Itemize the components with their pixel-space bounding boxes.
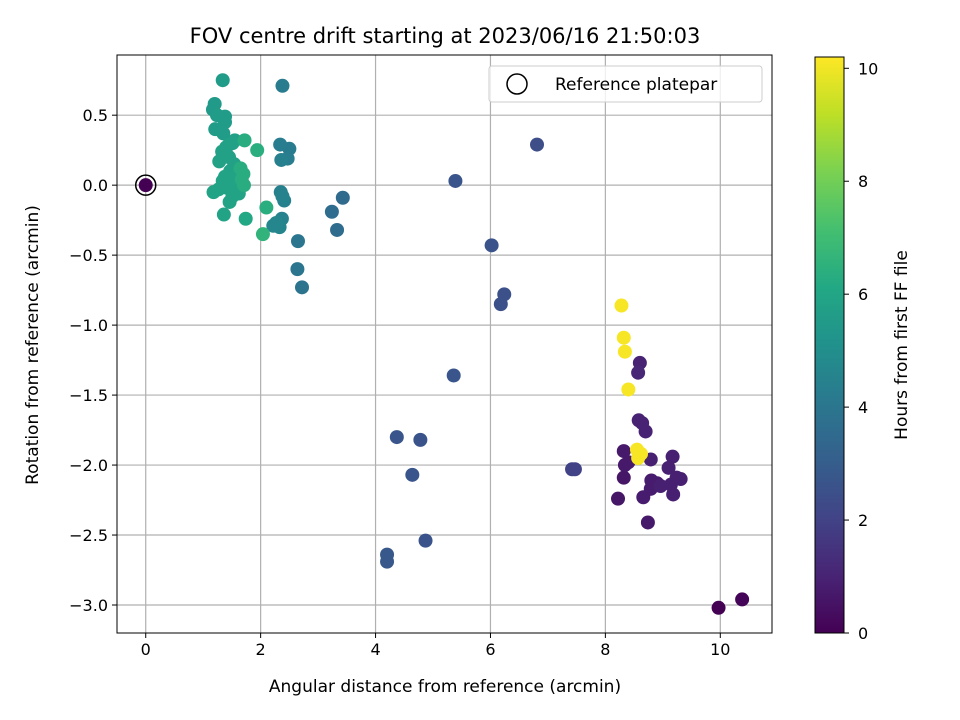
data-point — [269, 215, 284, 230]
data-point — [634, 446, 648, 461]
colorbar-tick-label: 2 — [858, 511, 868, 530]
data-point — [274, 152, 289, 167]
data-point — [665, 449, 680, 464]
legend-marker-reference — [506, 73, 528, 95]
x-tick-label: 10 — [710, 640, 730, 659]
legend-box — [488, 65, 763, 103]
data-point — [405, 467, 420, 482]
data-point — [530, 137, 545, 152]
plot-area — [117, 55, 772, 633]
colorbar-tick-label: 0 — [858, 624, 868, 643]
colorbar-tick-label: 10 — [858, 59, 878, 78]
data-point — [638, 424, 653, 439]
colorbar-ticks: 0 2 4 6 8 10 — [844, 59, 878, 643]
x-tick-label: 4 — [370, 640, 380, 659]
legend-label-reference: Reference platepar — [555, 75, 717, 95]
plot-frame — [116, 54, 773, 634]
data-point — [616, 444, 631, 459]
data-point — [484, 238, 499, 253]
data-point — [275, 189, 290, 204]
data-point — [616, 330, 631, 345]
data-point — [222, 194, 237, 209]
reference-platepar-marker — [134, 174, 157, 196]
data-point-reference-time — [138, 178, 153, 193]
data-point — [448, 173, 463, 188]
data-point — [380, 554, 395, 569]
data-point — [216, 207, 231, 222]
data-point — [206, 185, 221, 200]
colorbar-tick-label: 8 — [858, 172, 868, 191]
data-point — [335, 190, 350, 205]
data-point — [236, 178, 251, 193]
data-point — [330, 222, 345, 237]
y-axis-label: Rotation from reference (arcmin) — [23, 205, 43, 485]
data-point — [446, 368, 461, 383]
data-point — [617, 344, 632, 359]
data-point — [711, 600, 726, 615]
chart-title: FOV centre drift starting at 2023/06/16 … — [190, 24, 701, 48]
x-tick-label: 8 — [600, 640, 610, 659]
data-point — [238, 211, 253, 226]
data-points — [134, 73, 750, 615]
data-point — [215, 73, 230, 88]
legend: Reference platepar — [488, 65, 763, 103]
colorbar-label: Hours from first FF file — [892, 250, 912, 440]
colorbar-tick-label: 4 — [858, 398, 868, 417]
data-point — [290, 262, 305, 277]
x-axis-label: Angular distance from reference (arcmin) — [269, 677, 621, 697]
colorbar-tick-label: 6 — [858, 285, 868, 304]
data-point — [653, 479, 668, 494]
data-point — [418, 533, 433, 548]
data-point — [735, 592, 750, 607]
data-point — [389, 430, 404, 445]
y-tick-label: −0.5 — [69, 246, 108, 265]
x-tick-label: 6 — [485, 640, 495, 659]
data-point — [250, 143, 265, 158]
data-point — [216, 126, 231, 141]
y-tick-label: 0.0 — [83, 176, 108, 195]
data-point — [324, 204, 339, 219]
colorbar-gradient — [814, 56, 845, 634]
y-tick-label: −1.0 — [69, 316, 108, 335]
data-point — [631, 365, 646, 380]
data-point — [255, 227, 270, 242]
data-point — [614, 298, 629, 313]
data-point — [493, 297, 508, 312]
y-tick-label: −2.5 — [69, 526, 108, 545]
y-tick-label: −2.0 — [69, 456, 108, 475]
data-point — [621, 382, 636, 397]
grid — [117, 55, 772, 633]
data-point — [616, 470, 631, 485]
data-point — [275, 78, 290, 93]
data-point — [413, 432, 428, 447]
data-point — [640, 515, 655, 530]
data-point — [567, 462, 582, 477]
data-point — [273, 137, 288, 152]
data-point — [663, 477, 678, 492]
data-point — [212, 154, 227, 169]
x-tick-label: 0 — [141, 640, 151, 659]
y-axis-ticks: 0.5 0.0 −0.5 −1.0 −1.5 −2.0 −2.5 −3.0 — [69, 106, 117, 615]
colorbar: 0 2 4 6 8 10 Hours from first FF file — [814, 56, 912, 643]
data-point — [237, 133, 252, 148]
data-point — [218, 115, 233, 130]
y-tick-label: −1.5 — [69, 386, 108, 405]
data-point — [259, 200, 274, 215]
y-tick-label: 0.5 — [83, 106, 108, 125]
data-point — [290, 234, 305, 249]
x-axis-ticks: 0 2 4 6 8 10 — [141, 633, 730, 659]
data-point — [611, 491, 626, 506]
data-point — [295, 280, 310, 295]
data-point — [661, 460, 676, 475]
y-tick-label: −3.0 — [69, 596, 108, 615]
data-point — [631, 413, 646, 428]
x-tick-label: 2 — [256, 640, 266, 659]
